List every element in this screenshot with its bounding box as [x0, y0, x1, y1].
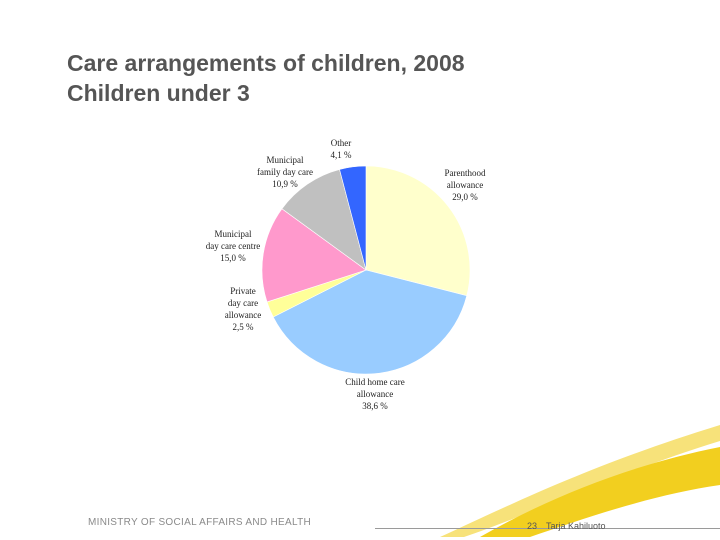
pie-label-line: allowance — [225, 310, 261, 320]
pie-slice — [339, 165, 367, 271]
pie-slice-label: Other 4,1 % — [331, 138, 353, 160]
pie-label-line: Private — [230, 286, 256, 296]
pie-slice — [272, 269, 468, 375]
pie-labels: Parenthood allowance 29,0 % Child home care… — [206, 138, 486, 411]
pie-label-line: day care centre — [206, 241, 260, 251]
pie-label-line: 2,5 % — [233, 322, 255, 332]
pie-label-line: family day care — [257, 167, 313, 177]
footer-organization: MINISTRY OF SOCIAL AFFAIRS AND HEALTH — [88, 517, 311, 528]
pie-slices — [261, 165, 471, 375]
pie-label-line: Municipal — [215, 229, 252, 239]
pie-label-line: 29,0 % — [452, 192, 478, 202]
pie-slice-label: Parenthood allowance 29,0 % — [445, 168, 486, 202]
pie-label-line: Child home care — [345, 377, 404, 387]
footer-author: Tarja Kahiluoto — [546, 521, 606, 531]
pie-label-line: allowance — [447, 180, 483, 190]
page-number: 23 — [527, 521, 538, 531]
title-line-2: Children under 3 — [67, 80, 250, 106]
pie-slice-label: Private day care allowance 2,5 % — [225, 286, 261, 332]
pie-slice — [261, 208, 367, 303]
pie-slice-label: Municipal family day care 10,9 % — [257, 155, 313, 189]
pie-label-line: 38,6 % — [362, 401, 388, 411]
pie-label-line: 15,0 % — [220, 253, 246, 263]
pie-label-line: Municipal — [267, 155, 304, 165]
pie-label-line: 4,1 % — [331, 150, 353, 160]
footer-divider — [375, 528, 720, 529]
pie-slice-label: Municipal day care centre 15,0 % — [206, 229, 260, 263]
pie-label-line: allowance — [357, 389, 393, 399]
pie-label-line: Parenthood — [445, 168, 486, 178]
slide-title: Care arrangements of children, 2008 Chil… — [67, 48, 465, 108]
title-line-1: Care arrangements of children, 2008 — [67, 50, 465, 76]
pie-slice-label: Child home care allowance 38,6 % — [345, 377, 404, 411]
pie-slice — [281, 169, 367, 271]
pie-slice — [365, 165, 471, 297]
pie-label-line: Other — [331, 138, 352, 148]
pie-label-line: 10,9 % — [272, 179, 298, 189]
pie-label-line: day care — [228, 298, 258, 308]
ministry-swoosh-logo — [440, 425, 720, 537]
